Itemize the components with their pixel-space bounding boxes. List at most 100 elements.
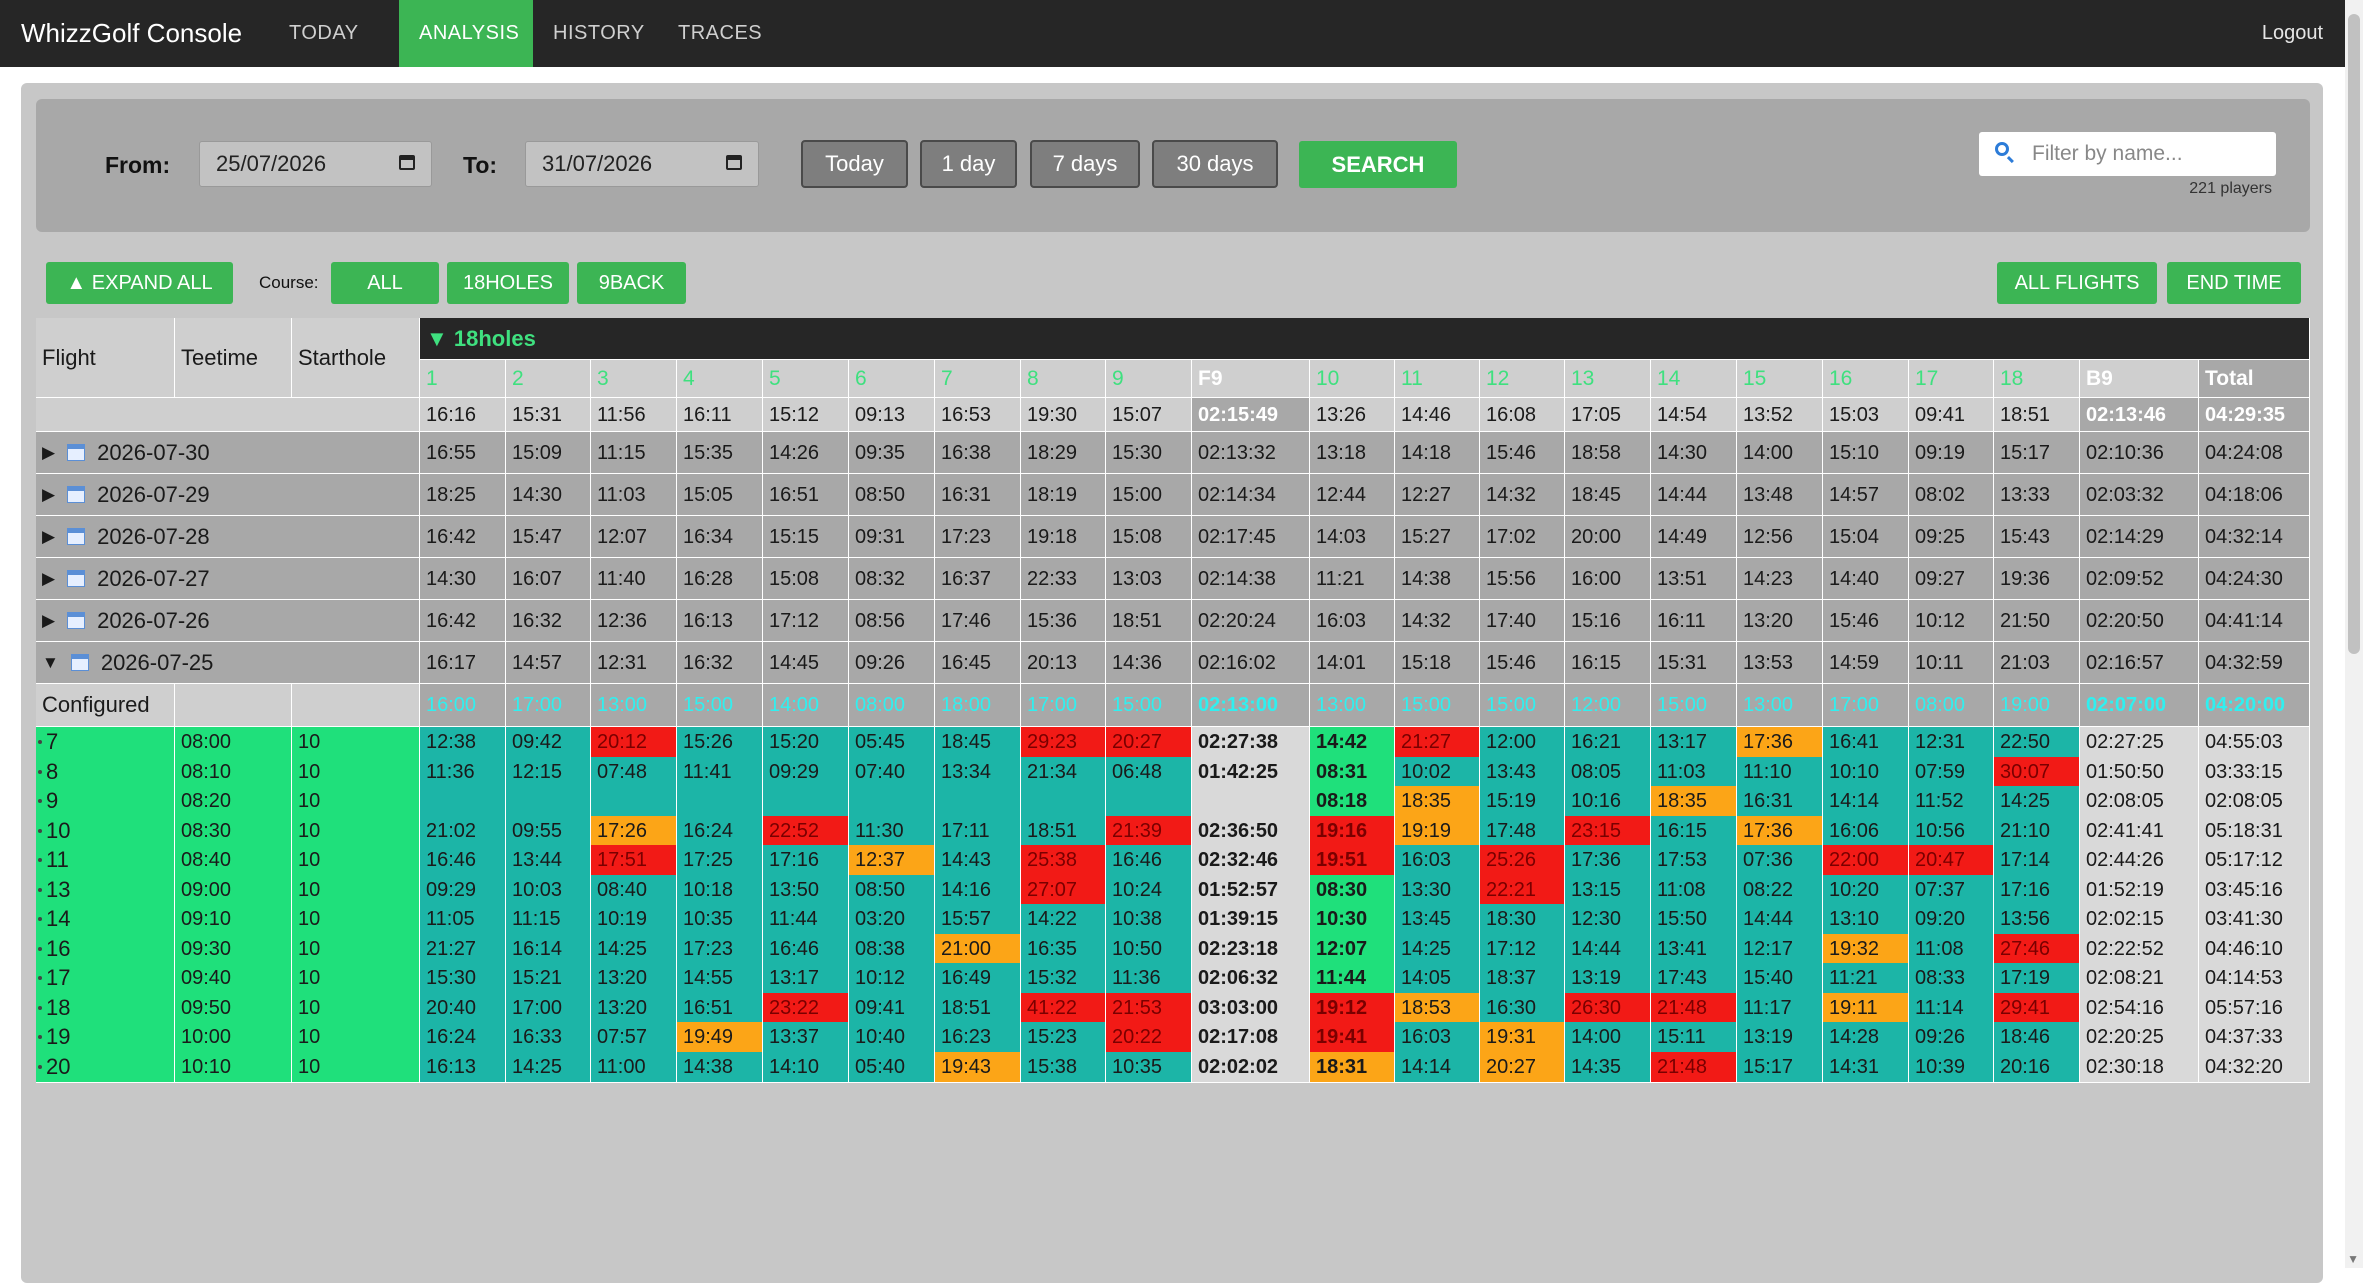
hole-header-15[interactable]: 15 [1737, 360, 1823, 398]
flight-row-9[interactable]: 9 [36, 786, 175, 817]
hole-header-b9[interactable]: B9 [2080, 360, 2199, 398]
today-button[interactable]: Today [801, 140, 908, 188]
expand-icon[interactable]: ▶ [42, 569, 56, 588]
hole-header-6[interactable]: 6 [849, 360, 935, 398]
hole-time-cell-text: 17:23 [683, 938, 734, 960]
brand-title[interactable]: WhizzGolf Console [21, 18, 243, 48]
date-value-cell-text: 16:42 [426, 525, 477, 548]
date-value-cell-text: 08:02 [1915, 483, 1966, 506]
hole-header-11[interactable]: 11 [1395, 360, 1480, 398]
teetime-header: Teetime [175, 318, 292, 398]
nav-analysis[interactable]: ANALYSIS [399, 0, 533, 67]
date-value-cell: 02:14:34 [1192, 474, 1310, 516]
flight-row-14[interactable]: 14 [36, 904, 175, 935]
hole-time-cell-text: 02:22:52 [2086, 938, 2164, 960]
date-value-cell-text: 17:23 [941, 525, 992, 548]
course-group-header[interactable]: ▼ 18holes [420, 318, 2310, 360]
hole-header-4[interactable]: 4 [677, 360, 763, 398]
hole-time-cell-text: 17:48 [1486, 820, 1537, 842]
scroll-thumb[interactable] [2348, 14, 2360, 654]
one-day-button[interactable]: 1 day [920, 140, 1017, 188]
hole-header-8[interactable]: 8 [1021, 360, 1106, 398]
hole-header-5[interactable]: 5 [763, 360, 849, 398]
flight-row-17[interactable]: 17 [36, 963, 175, 994]
page-scrollbar[interactable]: ▼ [2345, 0, 2363, 1268]
row-marker-icon [38, 829, 42, 833]
hole-header-12[interactable]: 12 [1480, 360, 1565, 398]
expand-icon[interactable]: ▶ [42, 443, 56, 462]
nav-traces[interactable]: TRACES [678, 22, 763, 44]
course-18holes-button[interactable]: 18HOLES [447, 262, 569, 304]
expand-icon[interactable]: ▶ [42, 485, 56, 504]
date-row-2026-07-26[interactable]: ▶ 2026-07-26 [36, 600, 420, 642]
date-row-2026-07-28[interactable]: ▶ 2026-07-28 [36, 516, 420, 558]
hole-time-cell-text: 14:25 [1401, 938, 1452, 960]
hole-header-10[interactable]: 10 [1310, 360, 1395, 398]
expand-icon[interactable]: ▶ [42, 527, 56, 546]
logout-link[interactable]: Logout [2261, 22, 2323, 44]
hole-header-13[interactable]: 13 [1565, 360, 1651, 398]
expand-icon[interactable]: ▶ [42, 611, 56, 630]
date-row-2026-07-30[interactable]: ▶ 2026-07-30 [36, 432, 420, 474]
flight-row-11[interactable]: 11 [36, 845, 175, 876]
hole-time-cell: 14:25 [506, 1052, 591, 1083]
scroll-down-icon[interactable]: ▼ [2347, 1252, 2359, 1266]
hole-header-16[interactable]: 16 [1823, 360, 1909, 398]
flight-row-8[interactable]: 8 [36, 757, 175, 788]
flight-row-20[interactable]: 20 [36, 1052, 175, 1083]
end-time-button[interactable]: END TIME [2167, 262, 2301, 304]
flight-row-10[interactable]: 10 [36, 816, 175, 847]
hole-header-total[interactable]: Total [2199, 360, 2310, 398]
date-value-cell: 15:04 [1823, 516, 1909, 558]
search-button[interactable]: SEARCH [1299, 141, 1457, 188]
seven-days-button[interactable]: 7 days [1030, 140, 1140, 188]
from-date-input[interactable]: 25/07/2026 [199, 141, 432, 187]
filter-input[interactable]: Filter by name... [1979, 132, 2276, 176]
course-9back-button[interactable]: 9BACK [577, 262, 686, 304]
thirty-days-button[interactable]: 30 days [1152, 140, 1278, 188]
course-all-button[interactable]: ALL [331, 262, 439, 304]
collapse-icon[interactable]: ▼ [42, 653, 59, 672]
flight-row-16[interactable]: 16 [36, 934, 175, 965]
flight-number: 16 [46, 936, 71, 961]
date-value-cell-text: 16:42 [426, 609, 477, 632]
date-value-cell-text: 19:18 [1027, 525, 1078, 548]
date-row-2026-07-25[interactable]: ▼ 2026-07-25 [36, 642, 420, 684]
hole-header-17[interactable]: 17 [1909, 360, 1994, 398]
nav-history[interactable]: HISTORY [553, 22, 645, 44]
hole-time-cell: 16:33 [506, 1022, 591, 1053]
hole-header-2[interactable]: 2 [506, 360, 591, 398]
hole-header-14[interactable]: 14 [1651, 360, 1737, 398]
all-flights-button[interactable]: ALL FLIGHTS [1997, 262, 2157, 304]
hole-time-cell: 07:48 [591, 757, 677, 788]
date-row-2026-07-29[interactable]: ▶ 2026-07-29 [36, 474, 420, 516]
hole-header-9[interactable]: 9 [1106, 360, 1192, 398]
flight-starthole: 10 [292, 816, 420, 847]
hole-header-18[interactable]: 18 [1994, 360, 2080, 398]
flight-row-18[interactable]: 18 [36, 993, 175, 1024]
configured-label: Configured [36, 684, 175, 727]
nav-today[interactable]: TODAY [289, 22, 359, 44]
date-value-cell-text: 19:36 [2000, 567, 2051, 590]
calendar-icon[interactable] [726, 155, 742, 170]
hole-header-3[interactable]: 3 [591, 360, 677, 398]
hole-time-cell-text: 14:28 [1829, 1026, 1880, 1048]
expand-all-button[interactable]: ▲ EXPAND ALL [46, 262, 233, 304]
hole-time-cell-text: 17:53 [1657, 849, 1708, 871]
hole-header-1[interactable]: 1 [420, 360, 506, 398]
calendar-icon[interactable] [399, 155, 415, 170]
flight-row-13[interactable]: 13 [36, 875, 175, 906]
hole-header-7[interactable]: 7 [935, 360, 1021, 398]
flight-row-19[interactable]: 19 [36, 1022, 175, 1053]
hole-time-cell: 17:00 [506, 993, 591, 1024]
date-value-cell: 18:58 [1565, 432, 1651, 474]
flight-row-7[interactable]: 7 [36, 727, 175, 758]
date-value-cell: 11:15 [591, 432, 677, 474]
configured-cell: 13:00 [1310, 684, 1395, 727]
hole-time-cell: 02:08:05 [2080, 786, 2199, 817]
date-value-cell-text: 16:45 [941, 651, 992, 674]
hole-time-cell: 02:41:41 [2080, 816, 2199, 847]
to-date-input[interactable]: 31/07/2026 [525, 141, 759, 187]
hole-header-f9[interactable]: F9 [1192, 360, 1310, 398]
date-row-2026-07-27[interactable]: ▶ 2026-07-27 [36, 558, 420, 600]
